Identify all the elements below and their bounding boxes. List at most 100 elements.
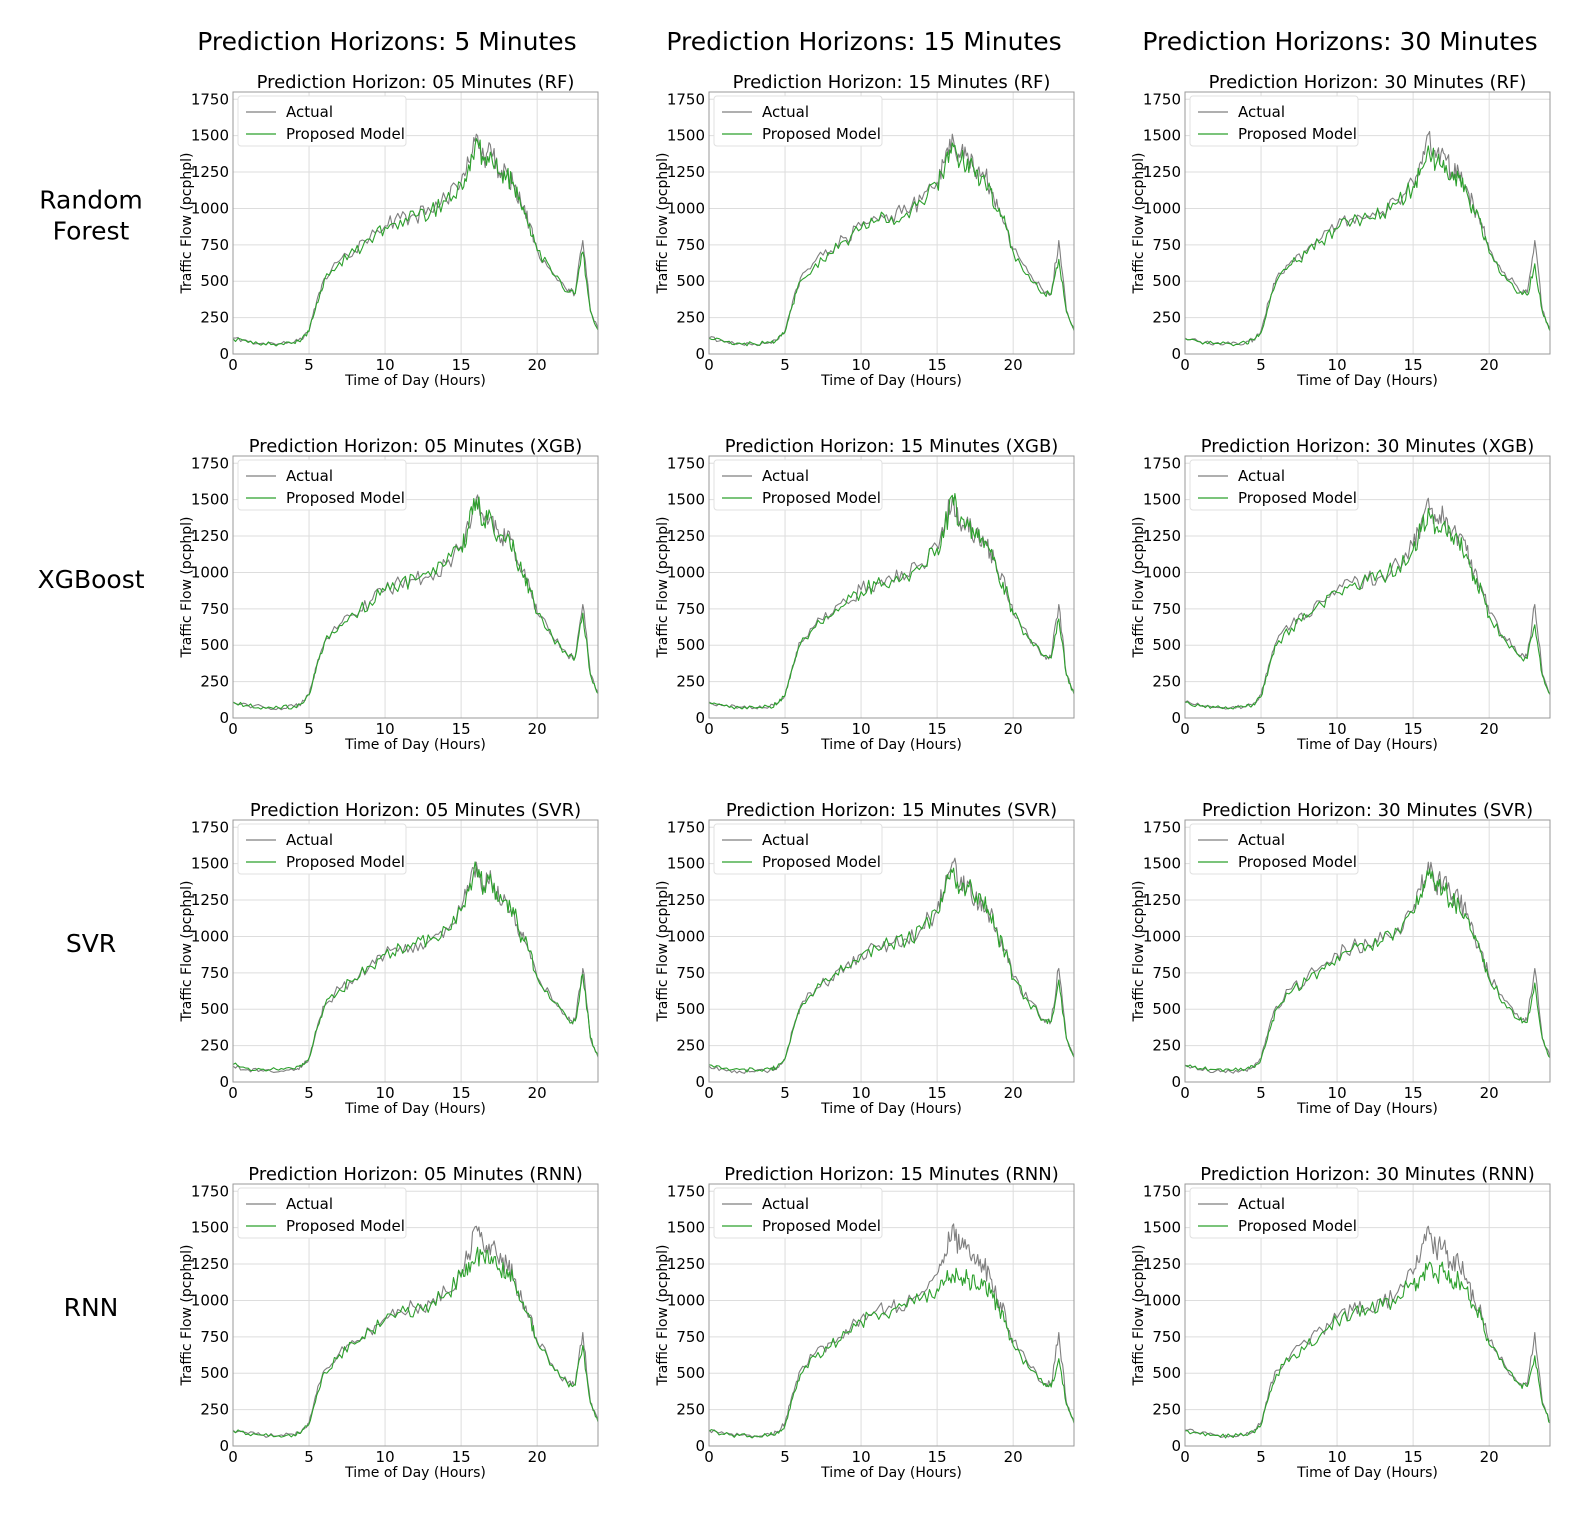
legend: Actual Proposed Model	[1189, 459, 1359, 511]
x-tick-label: 10	[852, 1448, 871, 1466]
y-tick-label: 1500	[667, 491, 705, 509]
y-tick-label: 1500	[1143, 491, 1181, 509]
legend: Actual Proposed Model	[1189, 823, 1359, 875]
chart-panel: Prediction Horizon: 30 Minutes (SVR) 0 5 10…	[1131, 800, 1551, 1117]
x-tick-label: 10	[852, 356, 871, 374]
y-tick-label: 250	[1152, 309, 1181, 327]
x-tick-label: 15	[928, 1448, 947, 1466]
y-tick-label: 1000	[1143, 1291, 1181, 1309]
x-tick-label: 10	[852, 720, 871, 738]
y-tick-label: 1500	[1143, 1219, 1181, 1237]
y-tick-label: 1750	[667, 1182, 705, 1200]
proposed-series-line	[1184, 507, 1551, 710]
proposed-series-line	[232, 138, 599, 347]
legend: Actual Proposed Model	[1189, 1187, 1359, 1239]
legend-label: Actual	[286, 831, 333, 849]
x-tick-label: 20	[1480, 1084, 1499, 1102]
chart-panel: Prediction Horizon: 15 Minutes (SVR) 0 5 10…	[655, 800, 1075, 1117]
x-tick-label: 0	[1180, 356, 1190, 374]
legend-box	[713, 459, 883, 511]
plot-frame	[708, 1183, 1075, 1447]
y-tick-label: 500	[200, 636, 229, 654]
panel-title: Prediction Horizon: 30 Minutes (SVR)	[1202, 800, 1533, 821]
y-tick-label: 1250	[191, 891, 229, 909]
y-tick-label: 1250	[667, 527, 705, 545]
x-tick-label: 10	[376, 1084, 395, 1102]
proposed-series-line	[708, 142, 1075, 347]
legend-label: Actual	[286, 1195, 333, 1213]
panel-title: Prediction Horizon: 15 Minutes (XGB)	[725, 436, 1059, 457]
x-tick-label: 5	[1256, 720, 1266, 738]
x-axis-label: Time of Day (Hours)	[820, 373, 962, 389]
legend-label: Actual	[1238, 1195, 1285, 1213]
x-tick-label: 15	[928, 1084, 947, 1102]
x-tick-label: 15	[928, 356, 947, 374]
x-axis-label: Time of Day (Hours)	[1296, 1465, 1438, 1481]
actual-series-line	[232, 1225, 599, 1438]
y-axis-label: Traffic Flow (pcphpl)	[179, 153, 195, 295]
y-tick-label: 750	[1152, 600, 1181, 618]
y-tick-label: 1750	[667, 818, 705, 836]
legend-label: Proposed Model	[1238, 125, 1357, 143]
y-axis-label: Traffic Flow (pcphpl)	[1131, 153, 1147, 295]
legend: Actual Proposed Model	[713, 95, 883, 147]
y-tick-label: 1750	[1143, 454, 1181, 472]
y-tick-label: 1000	[191, 1291, 229, 1309]
plot-frame	[1184, 819, 1551, 1083]
y-tick-label: 1500	[667, 127, 705, 145]
y-tick-label: 1750	[191, 90, 229, 108]
x-tick-label: 20	[1480, 720, 1499, 738]
row-label: RNN	[64, 1293, 119, 1322]
x-tick-label: 15	[928, 720, 947, 738]
x-tick-label: 5	[304, 720, 314, 738]
proposed-series-line	[708, 493, 1075, 710]
x-tick-label: 0	[228, 356, 238, 374]
panel-title: Prediction Horizon: 30 Minutes (RNN)	[1200, 1164, 1534, 1185]
panel-title: Prediction Horizon: 05 Minutes (SVR)	[250, 800, 581, 821]
legend-label: Actual	[1238, 103, 1285, 121]
x-tick-label: 20	[1004, 720, 1023, 738]
y-axis-label: Traffic Flow (pcphpl)	[1131, 881, 1147, 1023]
y-tick-label: 0	[219, 1437, 229, 1455]
y-tick-label: 1750	[667, 90, 705, 108]
x-tick-label: 15	[1404, 1448, 1423, 1466]
y-tick-label: 0	[219, 709, 229, 727]
x-axis-label: Time of Day (Hours)	[344, 373, 486, 389]
x-tick-label: 20	[1480, 356, 1499, 374]
y-tick-label: 1000	[1143, 563, 1181, 581]
y-tick-label: 750	[676, 236, 705, 254]
y-tick-label: 1000	[1143, 927, 1181, 945]
chart-panel: Prediction Horizon: 05 Minutes (RF) 0 5 10 1…	[179, 72, 599, 389]
plot-frame	[232, 819, 599, 1083]
y-tick-label: 250	[1152, 1401, 1181, 1419]
proposed-series-line	[708, 1267, 1075, 1439]
legend-box	[237, 823, 407, 875]
y-tick-label: 1500	[191, 855, 229, 873]
y-tick-label: 250	[200, 1037, 229, 1055]
row-label: XGBoost	[37, 565, 144, 594]
x-axis-label: Time of Day (Hours)	[344, 1101, 486, 1117]
x-tick-label: 20	[1480, 1448, 1499, 1466]
x-tick-label: 0	[704, 1084, 714, 1102]
y-tick-label: 1250	[1143, 527, 1181, 545]
y-tick-label: 1000	[667, 563, 705, 581]
y-tick-label: 0	[695, 345, 705, 363]
y-tick-label: 1500	[667, 1219, 705, 1237]
panel-title: Prediction Horizon: 15 Minutes (SVR)	[726, 800, 1057, 821]
y-tick-label: 1750	[1143, 90, 1181, 108]
actual-series-line	[232, 133, 599, 346]
y-tick-label: 1250	[667, 163, 705, 181]
x-tick-label: 0	[228, 1084, 238, 1102]
x-tick-label: 0	[704, 1448, 714, 1466]
legend-box	[1189, 823, 1359, 875]
x-tick-label: 20	[528, 1084, 547, 1102]
x-tick-label: 15	[1404, 356, 1423, 374]
y-tick-label: 1000	[667, 1291, 705, 1309]
column-title: Prediction Horizons: 15 Minutes	[666, 27, 1061, 56]
panel-title: Prediction Horizon: 05 Minutes (RNN)	[248, 1164, 582, 1185]
y-axis-label: Traffic Flow (pcphpl)	[655, 517, 671, 659]
y-tick-label: 1250	[191, 163, 229, 181]
x-axis-label: Time of Day (Hours)	[344, 737, 486, 753]
legend-label: Proposed Model	[286, 489, 405, 507]
y-tick-label: 0	[219, 1073, 229, 1091]
